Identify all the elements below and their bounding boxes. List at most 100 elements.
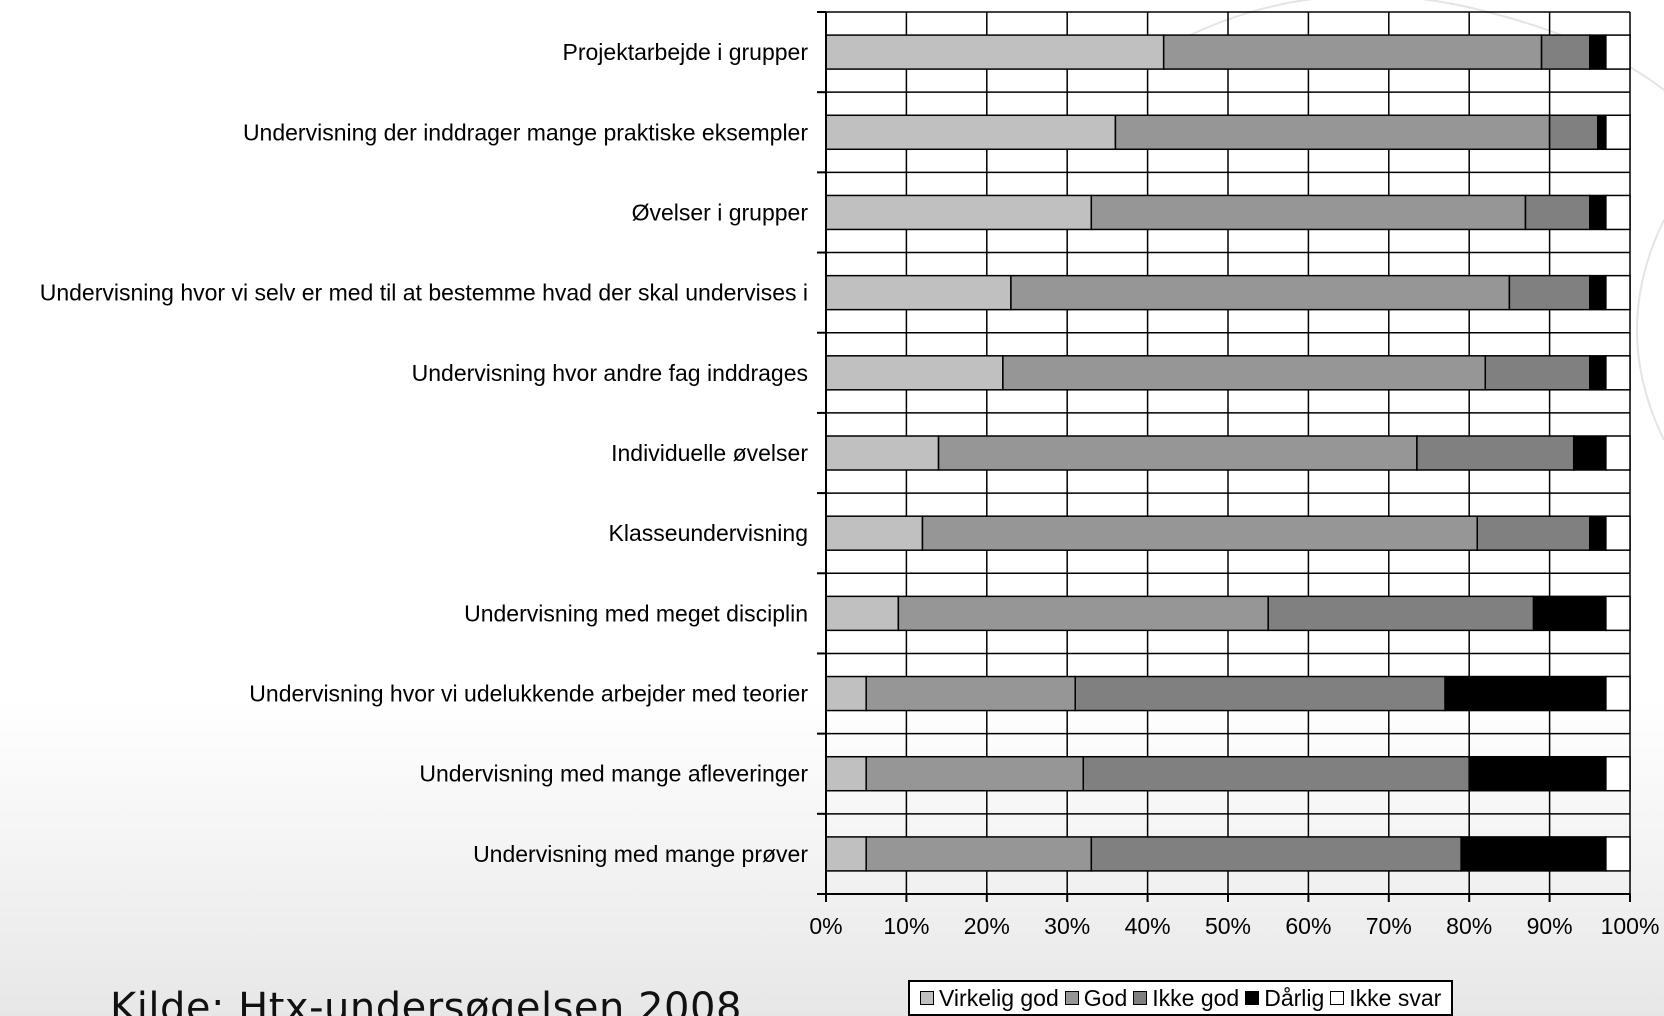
bar-segment	[1484, 355, 1591, 391]
legend-swatch	[920, 991, 934, 1005]
x-tick-label: 20%	[964, 913, 1010, 939]
category-label: Undervisning med mange afleveringer	[419, 761, 808, 787]
legend-label: Ikke god	[1152, 984, 1240, 1011]
x-tick-label: 60%	[1285, 913, 1331, 939]
legend-item: Ikke svar	[1330, 985, 1441, 1012]
category-label: Undervisning hvor vi udelukkende arbejde…	[249, 681, 808, 707]
bar-segment	[1010, 274, 1511, 311]
category-label: Undervisning hvor andre fag inddrages	[412, 360, 808, 386]
category-label: Øvelser i grupper	[632, 199, 809, 225]
legend-label: Ikke svar	[1349, 984, 1442, 1011]
bar-segment	[1589, 34, 1607, 70]
bar-segment	[1605, 755, 1631, 792]
bar-segment	[1605, 435, 1631, 471]
legend-item: Virkelig god	[920, 985, 1059, 1012]
bar-segment	[1589, 355, 1607, 391]
bar-segment	[1605, 355, 1631, 391]
bar-segment	[1090, 194, 1527, 231]
bar-segment	[1460, 836, 1607, 872]
bar-segment	[1114, 114, 1551, 151]
legend-swatch	[1245, 991, 1260, 1005]
bar-segment	[865, 675, 1076, 712]
bar-segment	[1074, 675, 1446, 712]
legend-swatch	[1330, 991, 1345, 1005]
bar-segment	[1572, 435, 1607, 471]
bar-segment	[825, 114, 1117, 151]
labels: Projektarbejde i grupper Undervisning der…	[40, 39, 1660, 939]
bar-segment	[825, 836, 867, 872]
bar-segment	[1605, 34, 1631, 70]
bar-segment	[897, 595, 1269, 632]
grid-lines	[825, 11, 1631, 895]
bar-segment	[1605, 114, 1631, 151]
bar-segment	[1605, 675, 1631, 712]
bar-segment	[865, 755, 1085, 792]
bar-segment	[1524, 194, 1591, 231]
x-tick-label: 40%	[1125, 913, 1171, 939]
x-tick-label: 50%	[1205, 913, 1251, 939]
legend-item: Dårlig	[1245, 985, 1324, 1012]
bar-segment	[1002, 355, 1487, 391]
bar-segment	[1532, 595, 1607, 632]
category-label: Undervisning med mange prøver	[473, 841, 808, 867]
bar-segment	[937, 435, 1418, 471]
axes	[817, 11, 1631, 902]
legend-label: Dårlig	[1264, 984, 1325, 1011]
bar-segment	[1605, 515, 1631, 551]
legend-label: God	[1083, 984, 1128, 1011]
category-label: Projektarbejde i grupper	[563, 39, 809, 65]
bar-segment	[825, 274, 1012, 311]
bar-segment	[825, 595, 900, 632]
bar-segment	[865, 836, 1093, 872]
source-caption: Kilde: Htx-undersøgelsen 2008	[110, 985, 742, 1016]
bar-segment	[1090, 836, 1462, 872]
legend-label: Virkelig god	[939, 984, 1059, 1011]
x-tick-label: 70%	[1366, 913, 1412, 939]
legend-item: God	[1064, 984, 1128, 1012]
bar-segment	[825, 675, 867, 712]
bar-segment	[1416, 435, 1575, 471]
bar-segment	[825, 755, 867, 792]
legend-swatch	[1133, 991, 1148, 1005]
bar-segment	[1605, 836, 1631, 872]
bar-segment	[1508, 274, 1591, 311]
bar-segment	[1605, 194, 1631, 231]
bar-segment	[825, 355, 1004, 391]
bar-segment	[825, 34, 1165, 70]
bar-segment	[1540, 34, 1591, 70]
bar-segment	[1444, 675, 1607, 712]
bar-segment	[1589, 515, 1607, 551]
bar-segment	[1476, 515, 1591, 551]
x-tick-label: 90%	[1527, 913, 1573, 939]
bar-segment	[1468, 755, 1607, 792]
x-tick-label: 80%	[1446, 913, 1492, 939]
bar-segment	[1267, 595, 1535, 632]
bar-segment	[1162, 34, 1543, 70]
x-tick-label: 30%	[1044, 913, 1090, 939]
legend: Virkelig god God Ikke god Dårlig Ikke svar	[908, 980, 1454, 1016]
category-label: Klasseundervisning	[609, 520, 808, 546]
bar-segment	[825, 194, 1093, 231]
category-label: Undervisning hvor vi selv er med til at …	[40, 280, 808, 306]
bar-segment	[1589, 274, 1607, 311]
bar-segment	[1597, 114, 1607, 151]
x-tick-label: 100%	[1601, 913, 1660, 939]
category-label: Individuelle øvelser	[611, 440, 808, 466]
bar-segment	[1082, 755, 1470, 792]
legend-swatch	[1064, 991, 1079, 1005]
bar-segment	[1548, 114, 1599, 151]
bar-segment	[1605, 595, 1631, 632]
bar-segment	[1605, 274, 1631, 311]
legend-item: Ikke god	[1133, 985, 1239, 1012]
bar-segment	[825, 435, 940, 471]
category-label: Undervisning med meget disciplin	[464, 600, 808, 626]
bar-segment	[1589, 194, 1607, 231]
x-tick-label: 10%	[883, 913, 929, 939]
category-label: Undervisning der inddrager mange praktis…	[243, 119, 808, 145]
bar-segment	[825, 515, 924, 551]
decorative-arc-right	[1636, 219, 1664, 441]
bar-segment	[921, 515, 1478, 551]
x-tick-label: 0%	[809, 913, 842, 939]
